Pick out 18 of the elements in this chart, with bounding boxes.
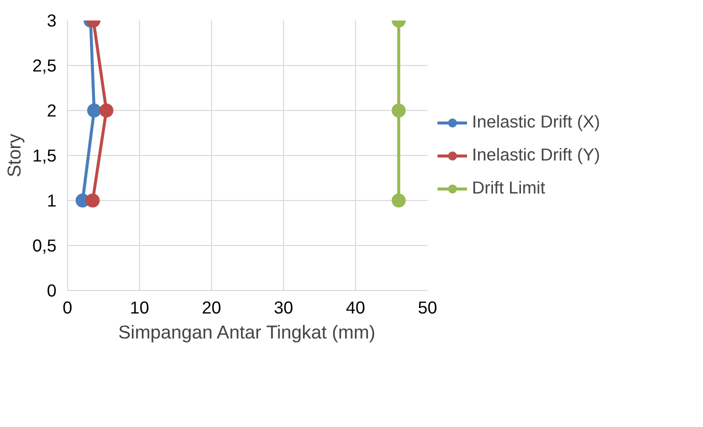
y-tick-label: 1 (46, 190, 57, 210)
y-tick-label: 0,5 (32, 236, 57, 256)
y-tick-label: 3 (46, 10, 57, 30)
x-tick-label: 40 (346, 298, 366, 318)
y-axis-title: Story (3, 133, 24, 178)
x-tick-label: 0 (62, 298, 72, 318)
y-tick-label: 2 (46, 100, 57, 120)
x-axis-title: Simpangan Antar Tingkat (mm) (118, 322, 376, 342)
y-tick-label: 2,5 (32, 56, 57, 76)
y-tick-label: 0 (46, 280, 57, 300)
x-tick-label: 20 (202, 298, 222, 318)
y-tick-label: 1,5 (32, 146, 57, 166)
x-tick-label: 50 (418, 298, 438, 318)
legend-label: Inelastic Drift (Y) (472, 144, 600, 166)
legend-label: Drift Limit (472, 178, 546, 198)
legend-label: Inelastic Drift (X) (472, 112, 600, 132)
x-tick-label: 10 (130, 298, 150, 318)
x-tick-label: 30 (274, 298, 294, 318)
